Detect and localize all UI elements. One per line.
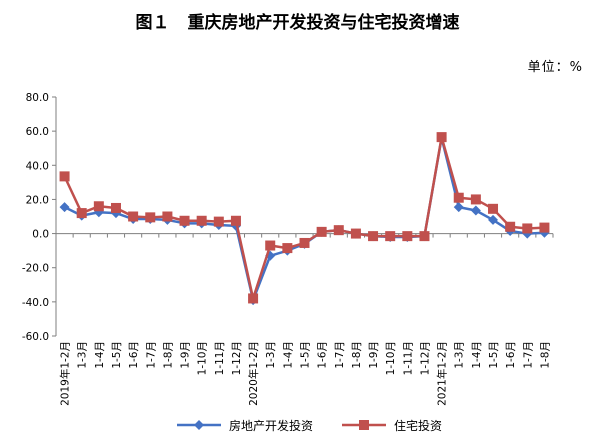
data-point <box>505 221 516 232</box>
data-point <box>470 194 481 205</box>
x-tick-label: 2019年1-2月 <box>59 341 72 406</box>
chart-series <box>59 132 550 306</box>
y-tick-label: 60.0 <box>26 126 49 138</box>
data-point <box>196 215 207 226</box>
x-tick-label: 1-3月 <box>454 341 466 369</box>
x-tick-label: 1-3月 <box>265 341 277 369</box>
data-point <box>368 231 379 242</box>
data-point <box>453 202 464 213</box>
x-tick-label: 1-7月 <box>334 341 346 369</box>
y-tick-label: 20.0 <box>26 194 49 206</box>
series-2 <box>59 132 550 304</box>
data-point <box>522 223 533 234</box>
figure-title-text: 重庆房地产开发投资与住宅投资增速 <box>187 13 460 33</box>
data-point <box>402 231 413 242</box>
line-chart: 80.0 60.0 40.0 20.0 0.0 -20.0 -40.0 -60.0 2019年… <box>22 92 554 406</box>
x-tick-label: 1-10月 <box>197 341 209 375</box>
data-point <box>213 216 224 227</box>
y-tick-label: 40.0 <box>26 160 49 172</box>
chart-legend: 房地产开发投资 住宅投资 <box>0 415 595 435</box>
x-tick-label: 1-5月 <box>488 341 500 369</box>
x-tick-label: 1-11月 <box>214 341 226 375</box>
figure-number: 图１ <box>135 13 170 33</box>
x-tick-label: 1-5月 <box>111 341 123 369</box>
data-point <box>230 215 241 226</box>
x-tick-label: 1-8月 <box>162 341 174 369</box>
data-point <box>453 192 464 203</box>
legend-item-series-2: 住宅投资 <box>340 415 442 435</box>
y-tick-label: 80.0 <box>26 92 49 104</box>
y-tick-label: -40.0 <box>22 297 49 309</box>
data-point <box>76 208 87 219</box>
x-tick-label: 1-8月 <box>539 341 551 369</box>
legend-label-series-2: 住宅投资 <box>394 418 443 433</box>
x-tick-label: 1-6月 <box>505 341 517 369</box>
unit-label: 单位：% <box>527 60 583 75</box>
x-tick-label: 1-12月 <box>231 341 243 375</box>
chart-title: 图１ 重庆房地产开发投资与住宅投资增速 <box>0 8 595 33</box>
x-tick-label: 1-3月 <box>77 341 89 369</box>
x-tick-label: 1-8月 <box>351 341 363 369</box>
x-tick-label: 1-7月 <box>145 341 157 369</box>
x-tick-label: 1-7月 <box>522 341 534 369</box>
data-point <box>110 202 121 213</box>
data-point <box>248 293 259 304</box>
data-point <box>59 202 70 213</box>
x-tick-label: 1-4月 <box>94 341 106 369</box>
x-tick-label: 2021年1-2月 <box>436 341 449 406</box>
data-point <box>470 205 481 216</box>
data-point <box>539 222 550 233</box>
data-point <box>436 132 447 143</box>
data-point <box>488 203 499 214</box>
data-point <box>333 225 344 236</box>
x-tick-label: 1-4月 <box>282 341 294 369</box>
y-tick-label: -60.0 <box>22 331 49 343</box>
data-point <box>419 231 430 242</box>
data-point <box>488 214 499 225</box>
data-point <box>350 228 361 239</box>
x-tick-label: 1-5月 <box>300 341 312 369</box>
data-point <box>282 243 293 254</box>
data-point <box>128 211 139 222</box>
legend-label-series-1: 房地产开发投资 <box>229 418 314 433</box>
data-point <box>59 171 70 182</box>
x-tick-label: 1-4月 <box>471 341 483 369</box>
x-tick-label: 1-12月 <box>419 341 431 375</box>
x-tick-label: 1-9月 <box>368 341 380 369</box>
x-tick-label: 1-6月 <box>317 341 329 369</box>
x-axis-ticks: 2019年1-2月 1-3月 1-4月 1-5月 1-6月 1-7月 1-8月 1-9月 1-1… <box>55 233 554 406</box>
data-point <box>162 211 173 222</box>
x-tick-label: 1-10月 <box>385 341 397 375</box>
y-axis-ticks: 80.0 60.0 40.0 20.0 0.0 -20.0 -40.0 -60.0 <box>22 92 56 343</box>
x-tick-label: 2020年1-2月 <box>247 341 260 406</box>
chart-axes <box>55 97 553 336</box>
data-point <box>316 226 327 237</box>
data-point <box>299 237 310 248</box>
legend-swatch-series-1 <box>177 420 221 430</box>
data-point <box>145 212 156 223</box>
data-point <box>93 201 104 212</box>
x-tick-label: 1-6月 <box>128 341 140 369</box>
data-point <box>265 240 276 251</box>
legend-swatch-series-2 <box>342 420 386 430</box>
data-point <box>179 215 190 226</box>
legend-item-series-1: 房地产开发投资 <box>175 415 313 435</box>
y-tick-label: -20.0 <box>22 263 49 275</box>
x-tick-label: 1-11月 <box>402 341 414 375</box>
x-tick-label: 1-9月 <box>180 341 192 369</box>
data-point <box>385 231 396 242</box>
y-tick-label: 0.0 <box>32 229 49 241</box>
